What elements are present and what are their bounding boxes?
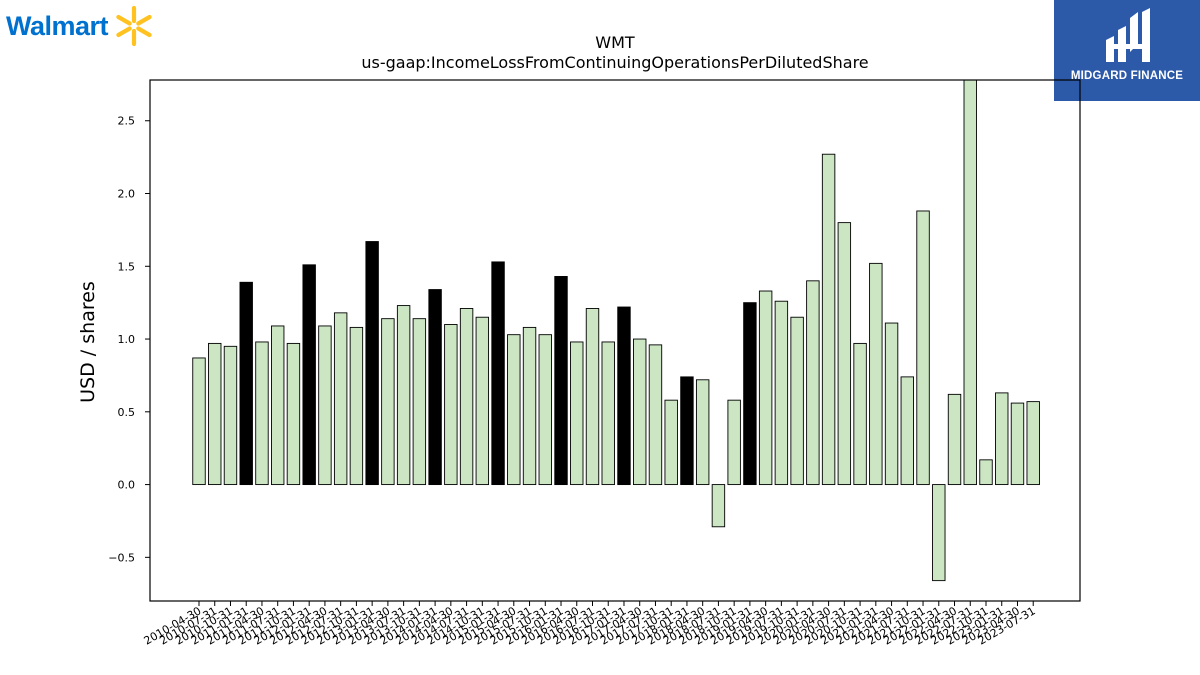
bar-2010-07-31 xyxy=(208,342,222,486)
walmart-wordmark: Walmart xyxy=(6,10,109,41)
plot-area-frame xyxy=(149,79,1081,602)
bar-2017-01-31 xyxy=(617,306,631,486)
bar-2015-04-30 xyxy=(507,334,521,486)
bar-2013-07-31 xyxy=(396,305,411,486)
bar-2016-04-30 xyxy=(570,341,584,486)
bar-2017-10-31 xyxy=(664,399,678,486)
y-tick-label: 1.5 xyxy=(118,260,136,273)
bar-2015-10-31 xyxy=(538,334,552,486)
bar-2021-04-30 xyxy=(884,322,899,486)
bar-2012-01-31 xyxy=(302,264,316,486)
midgard-finance-wordmark: MIDGARD FINANCE xyxy=(1070,70,1184,82)
y-axis-label: USD / shares xyxy=(77,281,99,403)
bar-2012-07-31 xyxy=(333,312,348,486)
bar-2011-01-31 xyxy=(239,281,253,486)
midgard-monogram-icon xyxy=(1106,8,1150,62)
y-tick-label: 2.5 xyxy=(118,115,136,128)
bar-2018-10-31 xyxy=(727,399,741,486)
y-axis-ticks: −0.5 0.0 0.5 1.0 1.5 2.0 2.5 xyxy=(108,115,150,564)
bar-2011-10-31 xyxy=(286,342,301,486)
bar-2022-01-31 xyxy=(932,484,946,582)
walmart-logo: Walmart xyxy=(6,4,156,48)
bar-series xyxy=(192,79,1040,582)
bar-2018-07-31 xyxy=(711,484,726,528)
bar-2014-10-31 xyxy=(475,316,490,486)
bar-2011-07-31 xyxy=(271,325,285,486)
bar-2021-01-31 xyxy=(869,262,883,486)
bar-2023-01-31 xyxy=(995,392,1009,486)
bar-2019-01-31 xyxy=(743,302,757,486)
bar-2023-04-30 xyxy=(1010,402,1025,486)
y-tick-label: −0.5 xyxy=(108,551,135,564)
bar-2010-04-30 xyxy=(192,357,206,486)
x-axis-ticks: 2010-04-302010-07-312010-10-312011-01-31… xyxy=(142,601,1038,648)
bar-2011-04-30 xyxy=(255,341,269,486)
bar-2020-01-31 xyxy=(806,280,820,486)
y-tick-label: 0.0 xyxy=(118,479,136,492)
bar-2018-04-30 xyxy=(695,379,710,486)
midgard-finance-logo: MIDGARD FINANCE xyxy=(1054,0,1200,101)
bar-2013-10-31 xyxy=(412,318,427,486)
bar-2019-10-31 xyxy=(790,316,804,486)
y-tick-label: 2.0 xyxy=(118,188,136,201)
bar-2022-04-30 xyxy=(947,393,962,486)
bar-2016-07-31 xyxy=(585,308,600,486)
bar-2013-01-31 xyxy=(365,241,379,486)
bar-2014-04-30 xyxy=(444,324,458,486)
bar-2019-04-30 xyxy=(758,290,773,486)
chart-subtitle: us-gaap:IncomeLossFromContinuingOperatio… xyxy=(361,53,868,72)
bar-2022-10-31 xyxy=(979,459,993,486)
bar-2023-07-31 xyxy=(1026,401,1040,486)
bar-2012-04-30 xyxy=(318,325,332,486)
bar-2020-07-31 xyxy=(837,222,852,486)
bar-2021-10-31 xyxy=(916,210,930,486)
bar-2022-07-31 xyxy=(963,79,977,486)
bar-2010-10-31 xyxy=(223,345,238,486)
bar-2021-07-31 xyxy=(900,376,914,486)
bar-2012-10-31 xyxy=(349,326,364,486)
chart-title: WMT xyxy=(595,33,635,52)
bar-2020-10-31 xyxy=(853,342,867,486)
bar-2014-01-31 xyxy=(428,289,442,486)
walmart-spark-icon xyxy=(116,5,152,47)
bar-2017-04-30 xyxy=(633,338,647,486)
bar-2016-01-31 xyxy=(554,276,568,486)
bar-2020-04-30 xyxy=(821,153,836,486)
bar-2013-04-30 xyxy=(381,318,395,486)
bar-2018-01-31 xyxy=(680,376,694,486)
y-tick-label: 0.5 xyxy=(118,406,136,419)
bar-2015-07-31 xyxy=(522,326,537,486)
bar-2014-07-31 xyxy=(459,308,474,486)
bar-2015-01-31 xyxy=(491,261,505,486)
y-tick-label: 1.0 xyxy=(118,333,136,346)
bar-2017-07-31 xyxy=(648,344,663,486)
bar-2016-10-31 xyxy=(601,341,615,486)
bar-2019-07-31 xyxy=(774,300,789,486)
